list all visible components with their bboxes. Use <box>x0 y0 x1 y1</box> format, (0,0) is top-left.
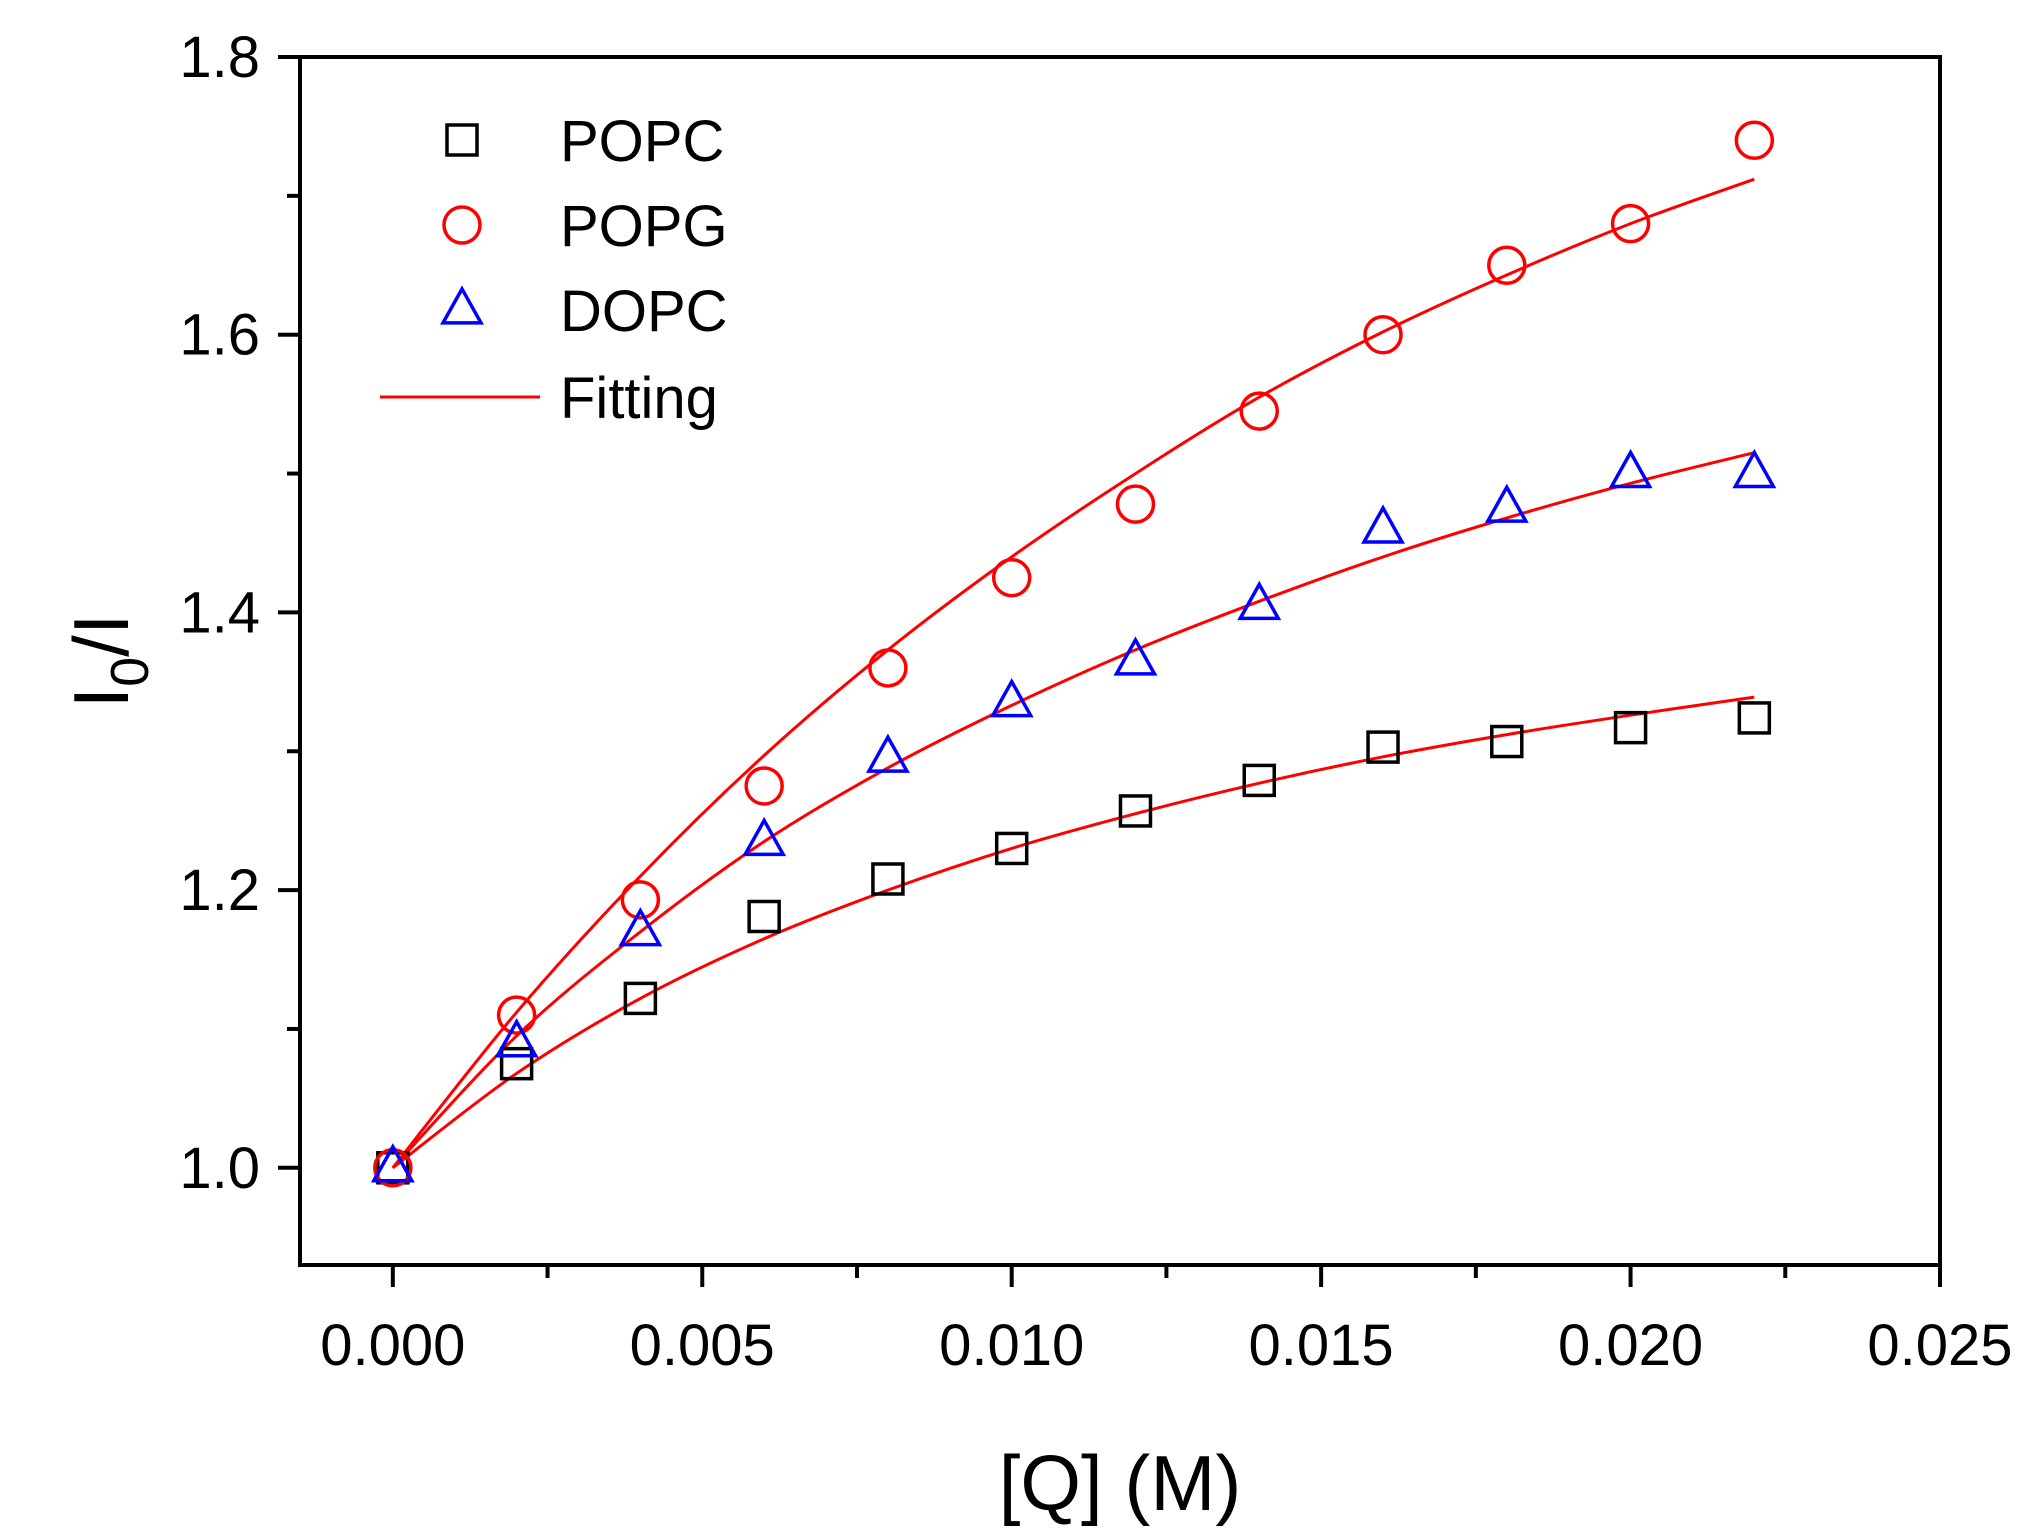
dopc-point <box>865 733 910 773</box>
y-axis-title-tail: /I <box>57 613 145 656</box>
legend-popg-symbol <box>442 205 482 245</box>
popc-point <box>1242 763 1276 798</box>
y-tick-label: 1.6 <box>179 303 260 368</box>
popc-point <box>1366 730 1400 764</box>
legend-popc-symbol <box>445 123 479 157</box>
popc-point <box>747 899 781 934</box>
popg-point <box>620 880 661 920</box>
x-tick-label: 0.025 <box>1867 1313 2012 1378</box>
dopc-point <box>1732 448 1777 489</box>
popg-point <box>1239 391 1279 431</box>
popg-point <box>1610 203 1651 244</box>
y-tick-label: 1.8 <box>179 25 260 90</box>
dopc-point <box>1361 504 1406 544</box>
y-axis-title-subscript: 0 <box>100 657 160 687</box>
fit-line-popg <box>391 177 1755 1169</box>
legend-fitting-label: Fitting <box>560 366 718 431</box>
popg-point <box>744 766 784 806</box>
y-tick-label: 1.0 <box>179 1136 260 1201</box>
legend-popc-label: POPC <box>560 109 724 174</box>
dopc-point <box>989 677 1034 718</box>
popc-point <box>376 1151 410 1185</box>
fit-line-popc <box>391 695 1755 1169</box>
fit-line-dopc <box>391 451 1755 1169</box>
x-tick-label: 0.010 <box>939 1313 1084 1378</box>
popg-point <box>868 648 908 688</box>
x-tick-label: 0.015 <box>1249 1313 1394 1378</box>
x-tick-label: 0.020 <box>1558 1313 1703 1378</box>
dopc-point <box>370 1143 415 1183</box>
dopc-point <box>1237 580 1282 621</box>
popc-point <box>994 831 1029 866</box>
popc-point <box>1613 710 1648 745</box>
fit-lines <box>391 177 1755 1169</box>
data-markers <box>370 120 1777 1188</box>
svg-text:I0/I: I0/I <box>57 613 160 708</box>
y-axis-ticks: 1.0 1.2 1.4 1.6 1.8 <box>179 25 300 1201</box>
popc-point <box>499 1046 534 1081</box>
x-axis-ticks: 0.000 0.005 0.010 0.015 0.020 0.025 <box>320 1265 2013 1378</box>
popg-point <box>1487 245 1527 286</box>
plot-frame <box>298 55 1942 1267</box>
dopc-point <box>494 1018 539 1058</box>
popg-point <box>1115 484 1156 524</box>
y-tick-label: 1.4 <box>179 580 260 645</box>
popg-point <box>1734 120 1775 161</box>
legend: POPC POPG DOPC Fitting <box>380 109 728 431</box>
popc-point <box>1118 794 1153 828</box>
y-axis-title: I0/I <box>57 613 160 708</box>
dopc-point <box>1113 636 1158 676</box>
y-axis-title-main: I <box>57 687 145 709</box>
popc-point <box>1490 724 1524 759</box>
popc-point <box>1737 701 1772 735</box>
dopc-point <box>1608 448 1653 489</box>
x-tick-label: 0.000 <box>320 1313 465 1378</box>
legend-dopc-label: DOPC <box>560 279 728 344</box>
popg-point <box>496 995 537 1035</box>
dopc-point <box>1484 483 1529 523</box>
dopc-point <box>618 907 663 947</box>
legend-dopc-symbol <box>440 285 484 325</box>
legend-popg-label: POPG <box>560 194 728 259</box>
popg-point <box>991 557 1032 598</box>
popc-point <box>871 862 905 896</box>
popg-point <box>1363 314 1403 355</box>
y-tick-label: 1.2 <box>179 858 260 923</box>
popc-point <box>623 981 658 1016</box>
x-tick-label: 0.005 <box>630 1313 775 1378</box>
dopc-point <box>742 816 787 857</box>
x-axis-title: [Q] (M) <box>999 1439 1242 1527</box>
